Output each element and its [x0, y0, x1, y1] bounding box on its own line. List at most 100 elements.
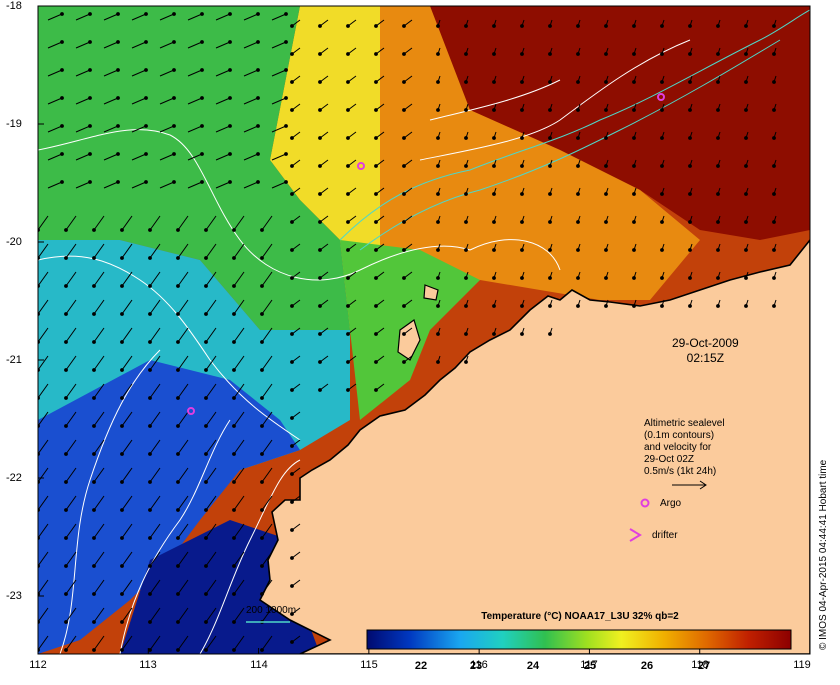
velocity-arrowhead [744, 304, 748, 308]
velocity-arrowhead [284, 152, 288, 156]
velocity-arrowhead [120, 228, 124, 232]
velocity-arrow [233, 635, 245, 651]
velocity-arrowhead [290, 612, 294, 616]
velocity-arrow [271, 13, 287, 21]
velocity-arrowhead [88, 124, 92, 128]
velocity-arrowhead [260, 648, 264, 652]
velocity-arrow [47, 41, 63, 49]
velocity-arrow [131, 13, 147, 21]
velocity-arrowhead [402, 136, 406, 140]
velocity-arrowhead [772, 304, 776, 308]
velocity-arrowhead [632, 136, 636, 140]
velocity-arrowhead [120, 480, 124, 484]
velocity-arrow [38, 271, 49, 287]
velocity-arrow [93, 467, 105, 483]
velocity-arrowhead [290, 584, 294, 588]
velocity-arrowhead [604, 24, 608, 28]
velocity-arrow [177, 243, 189, 259]
velocity-arrow [243, 181, 259, 189]
velocity-arrow [121, 383, 133, 399]
velocity-arrowhead [256, 68, 260, 72]
velocity-arrowhead [318, 52, 322, 56]
velocity-arrowhead [520, 276, 524, 280]
velocity-arrowhead [548, 276, 552, 280]
drifter-label: drifter [652, 530, 678, 541]
velocity-arrowhead [436, 276, 440, 280]
velocity-arrowhead [88, 152, 92, 156]
velocity-arrow [149, 411, 161, 427]
velocity-arrow [215, 97, 231, 105]
velocity-arrowhead [256, 152, 260, 156]
velocity-arrow [177, 411, 189, 427]
velocity-arrow [261, 579, 273, 595]
velocity-arrowhead [290, 192, 294, 196]
velocity-arrowhead [116, 180, 120, 184]
velocity-arrowhead [148, 452, 152, 456]
velocity-arrowhead [148, 424, 152, 428]
velocity-arrowhead [232, 620, 236, 624]
velocity-arrow [103, 41, 119, 49]
argo-float-marker [187, 407, 195, 415]
velocity-arrow [215, 181, 231, 189]
velocity-arrowhead [772, 80, 776, 84]
velocity-arrowhead [200, 40, 204, 44]
velocity-arrowhead [436, 52, 440, 56]
velocity-arrow [177, 271, 189, 287]
velocity-arrow [75, 13, 91, 21]
velocity-arrowhead [204, 424, 208, 428]
velocity-arrowhead [232, 284, 236, 288]
velocity-arrowhead [204, 228, 208, 232]
velocity-arrow [75, 69, 91, 77]
velocity-arrow [149, 551, 161, 567]
velocity-arrowhead [632, 164, 636, 168]
velocity-arrowhead [716, 80, 720, 84]
velocity-arrowhead [318, 80, 322, 84]
velocity-arrowhead [632, 52, 636, 56]
velocity-arrowhead [148, 564, 152, 568]
velocity-arrowhead [548, 136, 552, 140]
velocity-arrowhead [492, 136, 496, 140]
velocity-arrow [38, 299, 49, 315]
velocity-arrowhead [92, 648, 96, 652]
velocity-arrowhead [716, 192, 720, 196]
lat-tick-label: -19 [6, 118, 22, 130]
velocity-arrowhead [346, 332, 350, 336]
velocity-arrow [233, 299, 245, 315]
velocity-arrowhead [548, 248, 552, 252]
velocity-arrowhead [492, 192, 496, 196]
velocity-arrow [93, 439, 105, 455]
velocity-arrowhead [290, 472, 294, 476]
velocity-arrowhead [148, 480, 152, 484]
velocity-arrowhead [92, 340, 96, 344]
velocity-arrowhead [520, 164, 524, 168]
velocity-arrowhead [228, 152, 232, 156]
velocity-arrow [121, 523, 133, 539]
velocity-arrowhead [290, 640, 294, 644]
velocity-arrow [261, 327, 273, 343]
velocity-arrowhead [374, 304, 378, 308]
velocity-arrow [159, 97, 175, 105]
velocity-arrowhead [772, 164, 776, 168]
velocity-arrow [233, 579, 245, 595]
velocity-arrowhead [64, 228, 68, 232]
velocity-arrowhead [64, 480, 68, 484]
velocity-arrowhead [772, 136, 776, 140]
velocity-arrowhead [374, 360, 378, 364]
colorbar-tick-label: 25 [583, 660, 597, 672]
velocity-arrowhead [772, 276, 776, 280]
velocity-arrowhead [744, 24, 748, 28]
velocity-arrowhead [176, 592, 180, 596]
velocity-arrow [261, 495, 273, 511]
velocity-arrowhead [200, 180, 204, 184]
velocity-arrowhead [290, 136, 294, 140]
velocity-arrow [131, 125, 147, 133]
velocity-arrow [205, 467, 217, 483]
velocity-arrowhead [88, 12, 92, 16]
velocity-arrowhead [176, 452, 180, 456]
velocity-arrowhead [228, 68, 232, 72]
timestamp-time: 02:15Z [686, 351, 725, 365]
velocity-arrowhead [260, 284, 264, 288]
velocity-arrow [47, 181, 63, 189]
velocity-arrowhead [232, 592, 236, 596]
velocity-arrowhead [60, 40, 64, 44]
